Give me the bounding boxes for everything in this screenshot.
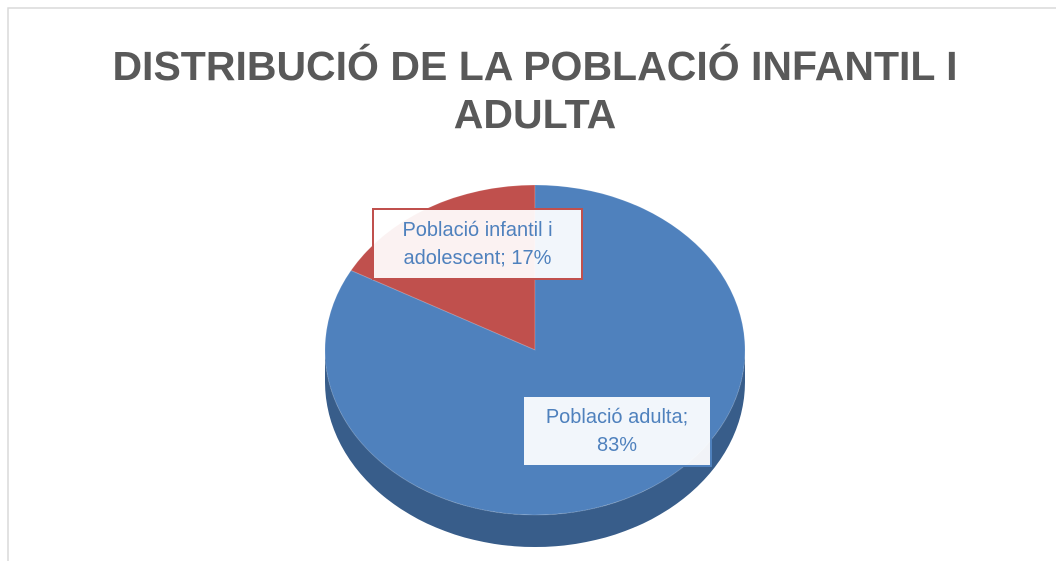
chart-title: DISTRIBUCIÓ DE LA POBLACIÓ INFANTIL I AD… xyxy=(112,43,958,137)
pie-side xyxy=(325,350,745,547)
data-label: Població adulta; 83% xyxy=(522,395,712,467)
chart-border xyxy=(7,7,1056,561)
data-label: Població infantil i adolescent; 17% xyxy=(372,208,583,280)
